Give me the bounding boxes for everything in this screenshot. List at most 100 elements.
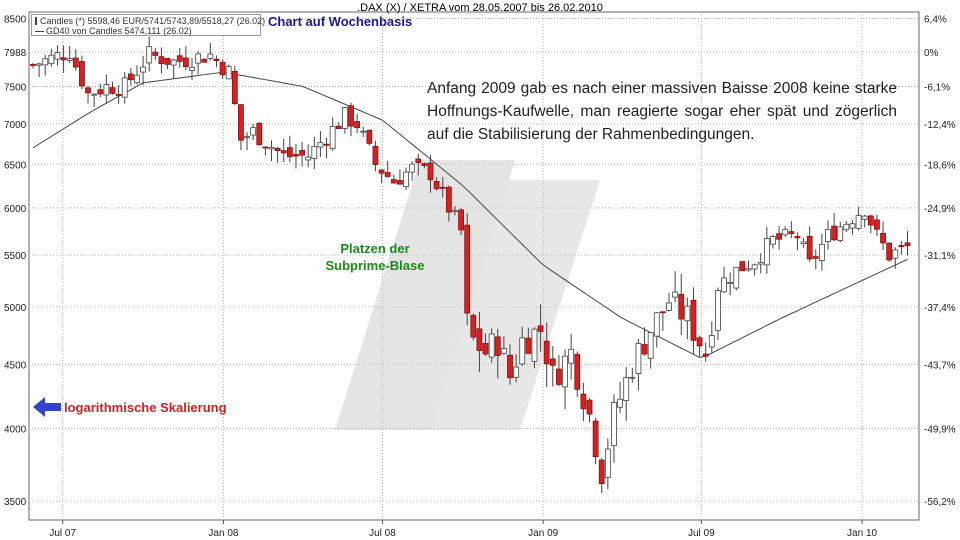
candle-down [213, 58, 220, 62]
y-tick-label-right: -24,9% [924, 204, 956, 215]
candle-down [867, 215, 874, 226]
candle-up [531, 328, 538, 362]
candle-up [36, 63, 43, 66]
y-tick-label-left: 7500 [4, 82, 27, 93]
subprime-label-line2: Subprime-Blase [325, 258, 425, 273]
candle-up [66, 58, 73, 61]
candle-up [837, 226, 844, 241]
candle-up [770, 236, 776, 245]
candle-down [598, 459, 605, 484]
candle-down [439, 186, 446, 189]
candle-up [513, 366, 520, 378]
candle-up [672, 291, 679, 298]
y-tick-label-right: -37,4% [924, 303, 956, 314]
candle-down [794, 236, 801, 239]
candle-down [415, 158, 422, 163]
candle-up [103, 84, 110, 96]
candle-up [849, 223, 856, 229]
candle-up [409, 163, 416, 173]
y-tick-label-right: 6,4% [924, 14, 947, 25]
candle-down [176, 55, 183, 62]
candle-down [458, 209, 464, 231]
candle-down [574, 353, 581, 390]
candle-down [874, 219, 880, 230]
candle-up [733, 266, 740, 289]
candle-down [464, 224, 471, 314]
candle-down [494, 336, 501, 356]
candle-down [482, 343, 489, 355]
candle-down [470, 314, 477, 338]
candle-up [635, 343, 642, 374]
legend-item-gd40: GD40 von Candles 5474,111 (26.02) [35, 26, 257, 36]
candle-down [164, 58, 171, 65]
candle-down [152, 51, 159, 56]
candle-down [641, 344, 648, 355]
candle-up [892, 249, 899, 259]
x-tick-label: Jul 07 [49, 528, 76, 539]
candle-down [85, 87, 91, 94]
candle-down [299, 150, 305, 156]
arrow-left-icon [33, 397, 61, 417]
candle-up [244, 136, 250, 139]
candle-up [225, 66, 232, 80]
x-tick-label: Jan 08 [208, 528, 238, 539]
candle-down [543, 340, 550, 365]
y-tick-label-left: 5500 [4, 251, 27, 262]
candle-up [317, 142, 324, 148]
candle-down [372, 145, 379, 165]
candle-up [452, 210, 458, 213]
candle-down [537, 325, 544, 332]
candle-up [721, 277, 727, 293]
candle-down [507, 354, 513, 379]
candle-down [293, 154, 299, 157]
y-tick-label-right: -31,1% [924, 251, 956, 262]
candle-down [886, 242, 893, 261]
candle-down [286, 147, 293, 158]
x-tick-label: Jan 10 [847, 528, 877, 539]
candle-down [79, 61, 85, 87]
candle-down [262, 146, 269, 149]
candle-up [305, 156, 312, 161]
candle-up [311, 146, 318, 159]
candle-down [231, 70, 238, 104]
candle-up [268, 147, 275, 150]
candle-down [812, 256, 819, 259]
candle-up [800, 241, 807, 244]
candle-up [403, 171, 409, 188]
y-tick-label-left: 6500 [4, 160, 27, 171]
legend-candles-text: Candles (*) 5598,46 EUR/5741/5743,89/551… [40, 16, 266, 26]
candle-down [280, 150, 287, 154]
candle-up [623, 377, 630, 401]
candle-down [427, 162, 434, 181]
candle-down [219, 61, 226, 76]
candle-down [30, 64, 36, 66]
candle-down [678, 293, 685, 320]
y-tick-label-right: -18,6% [924, 160, 956, 171]
candle-up [562, 355, 568, 388]
candle-up [341, 107, 348, 129]
candle-up [617, 398, 623, 408]
candle-down [556, 368, 562, 385]
candle-down [182, 57, 189, 67]
candle-down [127, 73, 134, 81]
x-tick-label: Jul 08 [369, 528, 396, 539]
candle-up [146, 46, 153, 64]
annotation-text: Anfang 2009 gab es nach einer massiven B… [427, 80, 897, 143]
legend-gd40-text: GD40 von Candles 5474,111 (26.02) [46, 26, 192, 36]
candle-down [348, 105, 354, 127]
y-tick-label-left: 7988 [4, 48, 27, 59]
candle-up [843, 223, 850, 231]
log-scale-label: logarithmische Skalierung [33, 397, 227, 417]
candle-up [653, 312, 660, 337]
candle-up [250, 127, 257, 136]
candle-down [390, 179, 397, 184]
y-tick-label-right: -43,7% [924, 360, 956, 371]
subprime-label-line1: Platzen der [340, 241, 410, 256]
candle-down [201, 58, 208, 63]
candle-up [611, 401, 617, 447]
candle-down [366, 129, 373, 144]
candle-down [525, 337, 532, 354]
y-tick-label-left: 8500 [4, 14, 27, 25]
y-tick-label-left: 3500 [4, 497, 27, 508]
